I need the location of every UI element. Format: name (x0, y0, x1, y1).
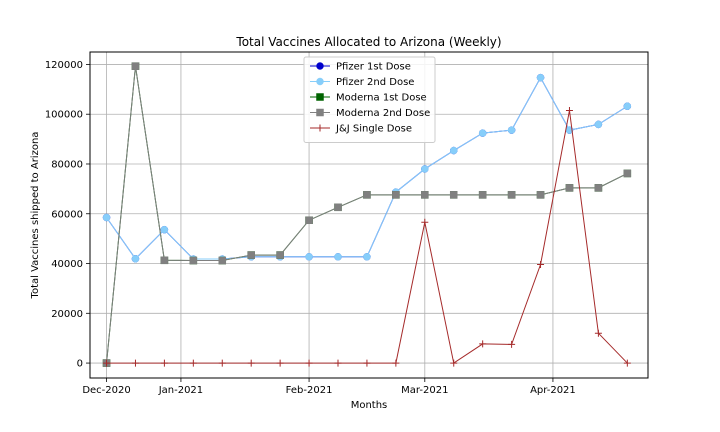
legend-marker (316, 124, 324, 132)
y-tick-label: 20000 (51, 309, 83, 320)
legend-label: Moderna 2nd Dose (336, 108, 430, 119)
y-tick-label: 100000 (45, 110, 83, 121)
legend-box (303, 56, 436, 143)
legend-marker (316, 108, 324, 117)
data-point (507, 191, 516, 199)
data-point (565, 106, 573, 114)
data-point (189, 256, 198, 265)
data-point (305, 359, 313, 367)
data-point (594, 184, 603, 192)
data-point (363, 359, 371, 367)
legend-label: Pfizer 2nd Dose (336, 77, 414, 88)
x-tick-label: Mar-2021 (401, 385, 448, 396)
data-point (623, 102, 632, 111)
legend-label: Pfizer 1st Dose (336, 62, 411, 73)
data-point (392, 191, 400, 199)
data-point (334, 203, 342, 212)
legend-marker (316, 93, 324, 101)
legend-label: J&J Single Dose (335, 124, 412, 135)
x-tick-label: Jan-2021 (158, 385, 203, 396)
data-point (450, 359, 458, 367)
data-point (594, 329, 602, 337)
x-tick-label: Apr-2021 (530, 385, 576, 396)
y-tick-label: 120000 (45, 60, 83, 71)
legend-entry: Moderna 1st Dose (310, 93, 427, 104)
data-point (363, 253, 371, 261)
data-point (421, 191, 429, 199)
y-axis-label: Total Vaccines shipped to Arizona (30, 132, 41, 300)
series-4 (103, 106, 631, 367)
data-point (421, 165, 429, 173)
data-point (449, 146, 458, 155)
data-point (508, 340, 516, 348)
x-axis-label: Months (351, 400, 388, 411)
data-point (334, 359, 342, 367)
data-point (536, 73, 545, 82)
series-layer (102, 62, 632, 367)
data-point (478, 129, 487, 137)
legend-entry: Moderna 2nd Dose (310, 108, 430, 119)
data-point (478, 191, 487, 199)
data-point (131, 359, 139, 367)
data-point (160, 256, 169, 265)
data-point (363, 191, 371, 199)
data-point (276, 359, 284, 367)
data-point (536, 191, 545, 199)
data-point (537, 261, 545, 269)
data-point (449, 191, 458, 199)
x-tick-label: Feb-2021 (286, 385, 333, 396)
data-point (623, 359, 631, 367)
series-line (106, 110, 628, 364)
legend-entry: Pfizer 1st Dose (310, 62, 411, 73)
data-point (247, 251, 255, 259)
x-tick-label: Dec-2020 (82, 385, 130, 396)
legend-label: Moderna 1st Dose (336, 93, 427, 104)
data-point (623, 169, 632, 178)
y-tick-label: 40000 (51, 259, 83, 270)
y-tick-label: 0 (77, 359, 83, 370)
data-point (507, 126, 516, 134)
data-point (131, 62, 140, 70)
legend-marker (316, 77, 324, 86)
data-point (305, 216, 313, 224)
legend-entry: Pfizer 2nd Dose (310, 77, 414, 88)
data-point (305, 253, 313, 261)
data-point (218, 359, 226, 367)
chart-title: Total Vaccines Allocated to Arizona (Wee… (235, 35, 501, 49)
data-point (103, 359, 111, 367)
data-point (565, 184, 574, 192)
data-point (218, 256, 227, 265)
data-point (479, 340, 487, 348)
data-point (131, 255, 140, 263)
data-point (334, 253, 342, 261)
data-point (189, 359, 197, 367)
y-tick-label: 80000 (51, 159, 83, 170)
data-point (392, 359, 400, 367)
axes: 0 20000 40000 60000 80000 100000 120000 Dec-202… (45, 60, 576, 396)
legend-entry: J&J Single Dose (310, 124, 412, 135)
plot-frame (89, 51, 649, 379)
data-point (160, 225, 169, 234)
data-point (276, 251, 284, 259)
data-point (102, 213, 111, 222)
legend-marker (316, 62, 324, 70)
data-point (247, 359, 255, 367)
data-point (421, 218, 429, 226)
legend: Pfizer 1st Dose Pfizer 2nd Dose Moderna 1s… (303, 56, 436, 143)
series-3 (102, 62, 632, 367)
data-point (594, 120, 603, 129)
data-point (160, 359, 168, 367)
y-tick-label: 60000 (51, 209, 83, 220)
